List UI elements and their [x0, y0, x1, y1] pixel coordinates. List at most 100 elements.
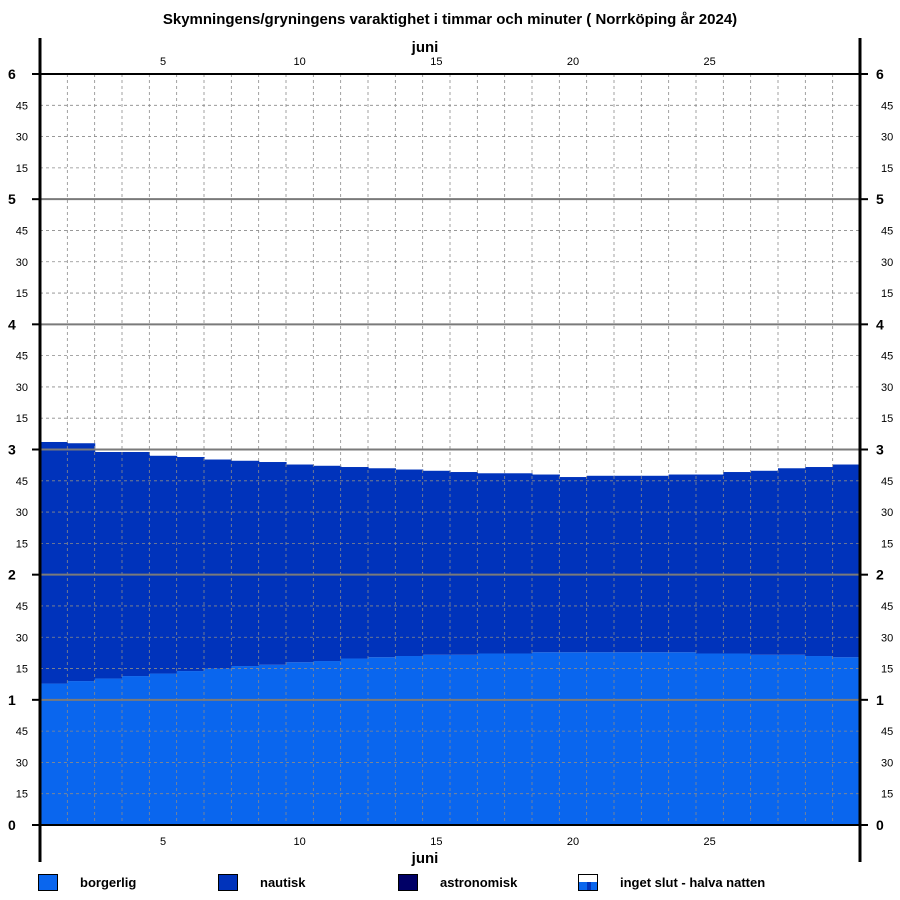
legend-item-astronomisk: astronomisk — [398, 870, 517, 894]
y-tick-label-minute-left: 15 — [16, 288, 28, 300]
bar-borgerlig-day-7 — [204, 668, 232, 825]
y-tick-label-minute-right: 45 — [881, 601, 893, 613]
legend-swatch-borgerlig — [38, 873, 58, 891]
bar-borgerlig-day-14 — [395, 656, 424, 825]
bar-borgerlig-day-6 — [176, 671, 205, 825]
y-tick-label-minute-right: 45 — [881, 225, 893, 237]
bar-nautisk-day-11 — [313, 465, 342, 662]
y-tick-label-minute-right: 30 — [881, 507, 893, 519]
y-tick-label-minute-left: 15 — [16, 163, 28, 175]
y-tick-label-minute-left: 30 — [16, 757, 28, 769]
bar-borgerlig-day-20 — [559, 652, 588, 825]
y-tick-label-hour-left: 5 — [8, 191, 16, 207]
bar-nautisk-day-19 — [532, 474, 560, 653]
bar-nautisk-day-1 — [40, 441, 68, 684]
y-tick-label-minute-left: 30 — [16, 257, 28, 269]
y-tick-label-minute-left: 30 — [16, 132, 28, 144]
x-tick-label-top: 5 — [160, 56, 166, 68]
bar-borgerlig-day-15 — [422, 654, 451, 825]
bar-borgerlig-day-21 — [586, 652, 615, 825]
x-tick-label-top: 10 — [294, 56, 306, 68]
y-tick-label-hour-right: 4 — [876, 316, 884, 332]
y-tick-label-hour-right: 3 — [876, 442, 884, 458]
chart-title: Skymningens/gryningens varaktighet i tim… — [163, 11, 737, 28]
bar-nautisk-day-8 — [231, 460, 260, 667]
bar-borgerlig-day-5 — [149, 673, 178, 825]
y-tick-label-hour-left: 4 — [8, 316, 16, 332]
bar-borgerlig-day-17 — [477, 653, 506, 825]
axes — [32, 38, 868, 862]
bar-borgerlig-day-8 — [231, 666, 260, 825]
x-tick-label-bottom: 5 — [160, 836, 166, 848]
bar-series — [40, 441, 861, 825]
bar-borgerlig-day-12 — [340, 658, 369, 825]
bar-borgerlig-day-1 — [40, 683, 68, 825]
x-tick-label-top: 25 — [704, 56, 716, 68]
bar-nautisk-day-25 — [696, 474, 724, 654]
legend-swatch-inget-slut — [578, 873, 598, 891]
x-axis-label-bottom: juni — [411, 850, 439, 867]
y-tick-label-minute-right: 45 — [881, 726, 893, 738]
bar-nautisk-day-27 — [750, 470, 779, 655]
y-tick-label-minute-right: 45 — [881, 476, 893, 488]
bar-nautisk-day-24 — [668, 474, 697, 653]
bar-borgerlig-day-24 — [668, 652, 697, 825]
y-tick-label-minute-right: 45 — [881, 351, 893, 363]
bar-borgerlig-day-22 — [614, 652, 642, 825]
bar-borgerlig-day-18 — [504, 653, 533, 825]
bar-borgerlig-day-27 — [750, 654, 779, 825]
bar-nautisk-day-6 — [176, 457, 205, 672]
y-tick-label-minute-right: 30 — [881, 382, 893, 394]
bar-borgerlig-day-30 — [832, 657, 861, 825]
y-tick-label-minute-left: 30 — [16, 382, 28, 394]
bar-nautisk-day-7 — [204, 459, 232, 669]
x-tick-label-top: 15 — [430, 56, 442, 68]
y-tick-label-hour-right: 1 — [876, 692, 884, 708]
bar-borgerlig-day-19 — [532, 652, 560, 825]
x-tick-label-top: 20 — [567, 56, 579, 68]
y-tick-label-minute-right: 30 — [881, 757, 893, 769]
y-tick-label-minute-right: 15 — [881, 288, 893, 300]
y-tick-label-minute-left: 45 — [16, 726, 28, 738]
legend-label-nautisk: nautisk — [260, 874, 306, 890]
bar-nautisk-day-28 — [778, 468, 806, 655]
x-tick-label-bottom: 20 — [567, 836, 579, 848]
legend-item-borgerlig: borgerlig — [38, 870, 136, 894]
bar-nautisk-day-10 — [286, 464, 314, 663]
bar-nautisk-day-30 — [832, 464, 861, 658]
y-tick-label-minute-left: 45 — [16, 476, 28, 488]
bar-borgerlig-day-9 — [258, 664, 287, 825]
bar-nautisk-day-9 — [258, 462, 287, 665]
y-tick-label-minute-right: 30 — [881, 132, 893, 144]
y-tick-label-minute-left: 15 — [16, 789, 28, 801]
bar-nautisk-day-29 — [805, 467, 834, 657]
y-tick-label-minute-left: 45 — [16, 601, 28, 613]
bar-nautisk-day-4 — [122, 452, 150, 677]
bar-borgerlig-day-16 — [450, 654, 478, 825]
y-tick-label-minute-right: 15 — [881, 789, 893, 801]
y-tick-label-minute-left: 15 — [16, 664, 28, 676]
y-tick-label-hour-right: 6 — [876, 66, 884, 82]
y-tick-label-minute-right: 45 — [881, 100, 893, 112]
bar-borgerlig-day-26 — [723, 653, 752, 825]
bar-borgerlig-day-25 — [696, 653, 724, 825]
y-tick-label-hour-right: 5 — [876, 191, 884, 207]
y-tick-label-minute-right: 15 — [881, 413, 893, 425]
y-tick-label-minute-left: 30 — [16, 632, 28, 644]
y-tick-label-minute-right: 15 — [881, 163, 893, 175]
bar-borgerlig-day-4 — [122, 676, 150, 825]
y-tick-label-minute-left: 15 — [16, 413, 28, 425]
y-tick-label-minute-right: 15 — [881, 538, 893, 550]
grid-lines — [40, 74, 860, 825]
y-tick-label-hour-left: 3 — [8, 442, 16, 458]
bar-nautisk-day-12 — [340, 467, 369, 659]
bar-nautisk-day-22 — [614, 475, 642, 653]
bar-nautisk-day-26 — [723, 472, 752, 654]
bar-borgerlig-day-29 — [805, 656, 834, 825]
legend-swatch-nautisk — [218, 873, 238, 891]
bar-borgerlig-day-3 — [94, 678, 123, 825]
legend-label-borgerlig: borgerlig — [80, 874, 137, 890]
bar-nautisk-day-17 — [477, 473, 506, 654]
x-tick-label-bottom: 10 — [294, 836, 306, 848]
